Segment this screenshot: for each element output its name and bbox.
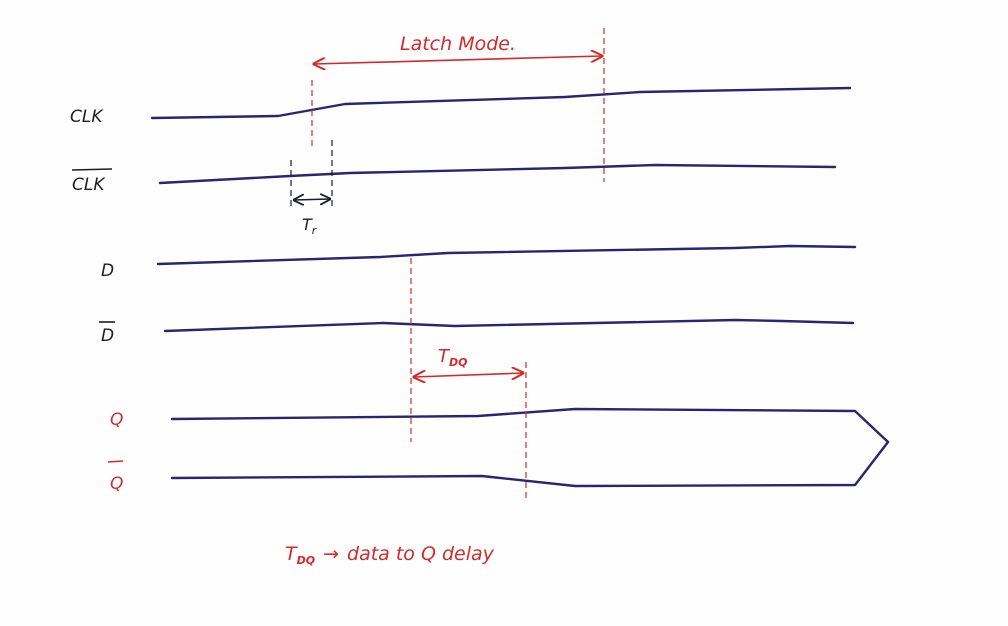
clk-bar-overline <box>71 168 113 171</box>
d-bar-label: D <box>101 326 114 346</box>
legend-text: data to Q delay <box>347 543 495 565</box>
legend-tdq-main: T <box>285 543 298 565</box>
q-bar-overline <box>107 460 124 463</box>
legend-arrow: → <box>323 543 339 565</box>
q-bar-label: Q <box>110 474 123 494</box>
latch-mode-label: Latch Mode. <box>400 33 516 55</box>
tr-arrow <box>294 199 330 200</box>
q-waveform <box>170 407 890 444</box>
tdq-label-sub: DQ <box>449 356 467 369</box>
q-bar-waveform <box>170 440 890 488</box>
tdq-label-main: T <box>438 346 451 367</box>
legend-note: TDQ → data to Q delay <box>285 543 495 567</box>
clk-waveform <box>150 86 852 120</box>
tr-label-sub: r <box>312 224 318 237</box>
d-label: D <box>101 261 114 281</box>
tr-label-main: T <box>302 215 313 234</box>
tdq-arrow <box>414 373 523 377</box>
latch-mode-arrow <box>314 56 602 64</box>
d-waveform <box>156 244 857 266</box>
legend-tdq-sub: DQ <box>297 554 315 567</box>
q-label: Q <box>110 410 123 430</box>
clk-bar-label: CLK <box>72 175 106 195</box>
d-bar-waveform <box>163 318 855 333</box>
clk-label: CLK <box>70 107 104 127</box>
clk-bar-waveform <box>158 163 837 185</box>
tdq-label: TDQ <box>438 346 467 369</box>
tr-label: Tr <box>302 215 318 237</box>
